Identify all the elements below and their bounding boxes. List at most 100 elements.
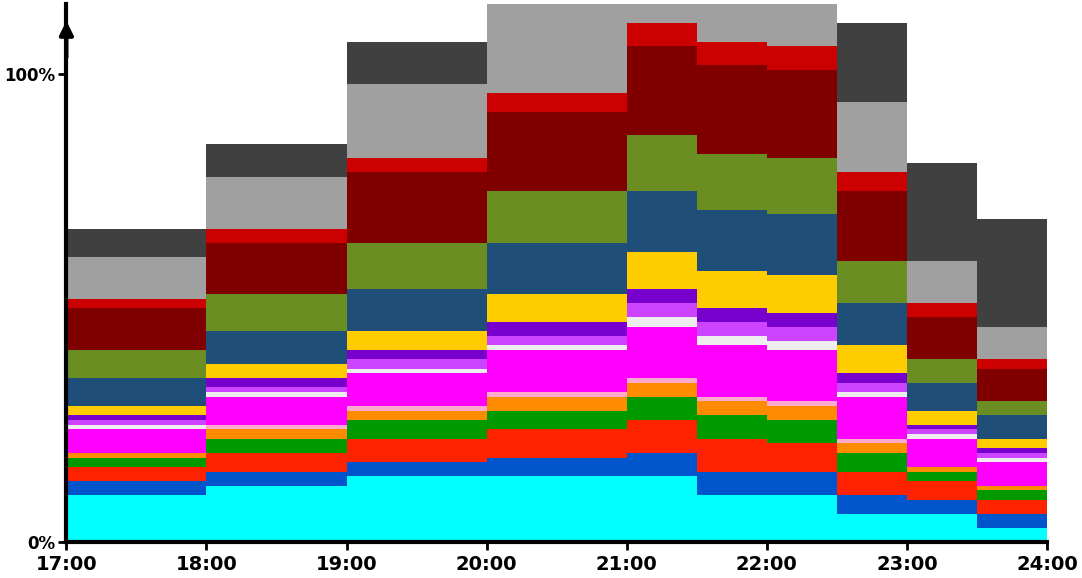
Bar: [229, 364, 241, 378]
Bar: [417, 350, 428, 360]
Bar: [195, 495, 207, 542]
Bar: [160, 228, 171, 257]
Bar: [650, 453, 662, 476]
Bar: [604, 0, 615, 4]
Bar: [709, 154, 721, 210]
Bar: [195, 257, 207, 299]
Bar: [989, 499, 1000, 514]
Bar: [241, 378, 253, 387]
Bar: [965, 499, 977, 514]
Bar: [650, 397, 662, 420]
Bar: [709, 42, 721, 65]
Bar: [685, 135, 697, 191]
Bar: [767, 402, 778, 406]
Bar: [90, 458, 102, 467]
Bar: [907, 383, 919, 411]
Bar: [195, 458, 207, 467]
Bar: [802, 214, 814, 275]
Bar: [545, 345, 556, 350]
Bar: [324, 429, 335, 439]
Bar: [160, 350, 171, 378]
Bar: [545, 4, 556, 93]
Bar: [440, 172, 451, 243]
Bar: [253, 378, 265, 387]
Bar: [475, 350, 487, 360]
Bar: [953, 163, 965, 261]
Bar: [942, 481, 953, 499]
Bar: [907, 317, 919, 360]
Bar: [568, 294, 580, 322]
Bar: [136, 481, 148, 495]
Bar: [136, 495, 148, 542]
Bar: [755, 154, 767, 210]
Bar: [229, 429, 241, 439]
Bar: [300, 364, 312, 378]
Bar: [451, 158, 463, 172]
Bar: [919, 472, 931, 481]
Bar: [931, 434, 942, 439]
Bar: [136, 458, 148, 467]
Bar: [731, 0, 743, 42]
Bar: [592, 345, 604, 350]
Bar: [1000, 416, 1012, 439]
Bar: [1024, 369, 1035, 402]
Bar: [475, 289, 487, 331]
Bar: [136, 416, 148, 420]
Bar: [440, 462, 451, 476]
Bar: [265, 243, 277, 294]
Bar: [370, 369, 382, 373]
Bar: [860, 514, 872, 542]
Bar: [731, 397, 743, 402]
Bar: [919, 514, 931, 542]
Bar: [848, 443, 860, 453]
Bar: [872, 472, 884, 495]
Bar: [953, 425, 965, 429]
Bar: [241, 177, 253, 228]
Bar: [277, 453, 288, 472]
Bar: [907, 514, 919, 542]
Bar: [265, 378, 277, 387]
Bar: [510, 476, 522, 542]
Bar: [1000, 486, 1012, 490]
Bar: [650, 0, 662, 23]
Bar: [814, 327, 826, 340]
Bar: [953, 317, 965, 360]
Bar: [288, 397, 300, 425]
Bar: [346, 411, 358, 420]
Bar: [160, 458, 171, 467]
Bar: [662, 191, 673, 252]
Bar: [451, 420, 463, 439]
Bar: [790, 420, 802, 443]
Bar: [685, 303, 697, 317]
Bar: [848, 261, 860, 303]
Bar: [931, 303, 942, 317]
Bar: [312, 486, 324, 542]
Bar: [826, 275, 836, 313]
Bar: [463, 462, 475, 476]
Bar: [685, 289, 697, 303]
Bar: [102, 350, 114, 378]
Bar: [604, 93, 615, 112]
Bar: [475, 462, 487, 476]
Bar: [475, 373, 487, 406]
Bar: [697, 495, 709, 542]
Bar: [1000, 360, 1012, 369]
Bar: [370, 172, 382, 243]
Bar: [300, 439, 312, 453]
Bar: [1024, 490, 1035, 499]
Bar: [826, 158, 836, 214]
Bar: [475, 439, 487, 462]
Bar: [171, 495, 183, 542]
Bar: [346, 331, 358, 350]
Bar: [872, 397, 884, 439]
Bar: [183, 481, 195, 495]
Bar: [802, 443, 814, 472]
Bar: [114, 425, 124, 429]
Bar: [241, 243, 253, 294]
Bar: [848, 102, 860, 172]
Bar: [977, 462, 989, 486]
Bar: [545, 397, 556, 411]
Bar: [767, 0, 778, 46]
Bar: [510, 0, 522, 4]
Bar: [533, 336, 545, 345]
